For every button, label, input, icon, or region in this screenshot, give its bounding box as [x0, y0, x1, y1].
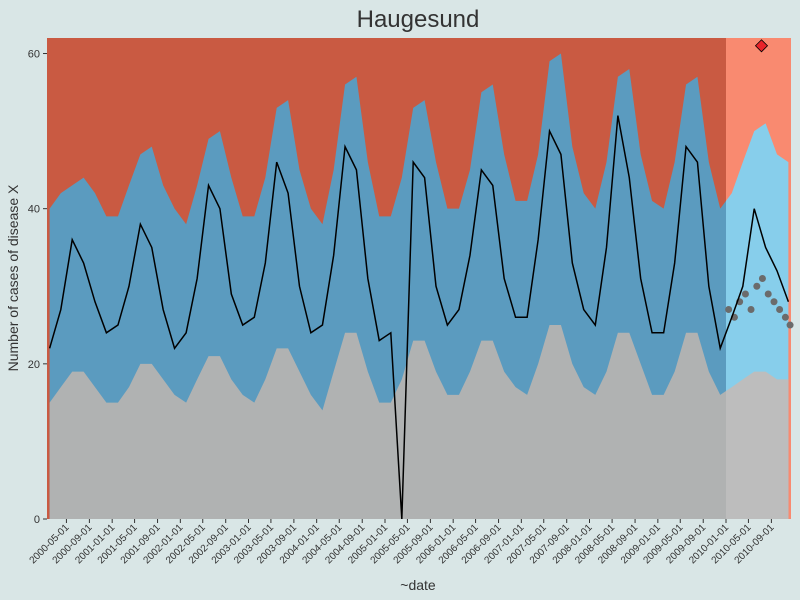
prediction-point: [725, 306, 733, 314]
cases-line: [48, 115, 790, 520]
prediction-point: [758, 275, 766, 282]
prediction-point: [753, 282, 761, 290]
lower-area: [49, 325, 727, 519]
prediction-point: [781, 313, 789, 321]
x-axis-title: ~date: [400, 577, 436, 593]
prediction-point: [776, 306, 784, 314]
prediction-point: [786, 321, 794, 329]
y-tick-label: 0: [34, 514, 40, 526]
y-tick-label: 60: [28, 49, 40, 61]
y-tick-label: 20: [28, 359, 40, 371]
prediction-point: [770, 298, 778, 306]
lower-area-prediction: [726, 371, 789, 519]
signal-marker: [754, 39, 769, 53]
prediction-point: [747, 306, 755, 314]
y-axis-title: Number of cases of disease X: [5, 184, 21, 371]
chart-title: Haugesund: [357, 6, 480, 33]
prediction-point: [764, 290, 772, 298]
y-tick-label: 40: [28, 204, 40, 216]
prediction-point: [741, 290, 749, 298]
